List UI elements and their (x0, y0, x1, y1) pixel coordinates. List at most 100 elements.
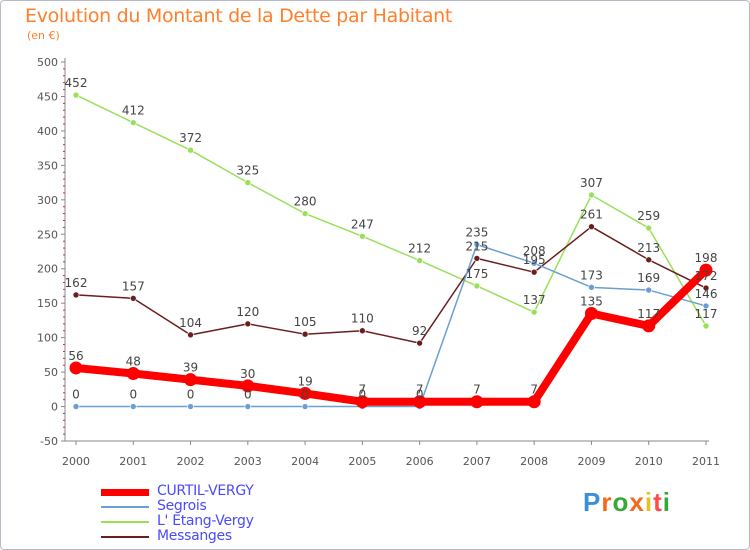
data-label: 259 (637, 209, 660, 223)
data-label: 169 (637, 271, 660, 285)
y-tick-label: 400 (37, 125, 58, 138)
data-point (416, 257, 423, 264)
series-line-2 (75, 94, 707, 327)
data-point (702, 302, 710, 310)
data-label: 452 (65, 76, 88, 90)
data-point (588, 191, 595, 199)
data-point (241, 379, 255, 393)
data-point (244, 403, 252, 410)
data-label: 0 (359, 388, 367, 402)
data-label: 173 (580, 268, 603, 282)
data-point (645, 224, 653, 232)
data-point (184, 373, 198, 387)
data-label: 117 (637, 307, 660, 321)
data-label: 104 (179, 316, 202, 330)
logo-letter: x (629, 487, 645, 517)
y-tick-label: 50 (44, 366, 58, 379)
data-label: 307 (580, 176, 603, 190)
data-point (473, 255, 481, 262)
x-tick-label: 2000 (62, 455, 90, 468)
y-tick-label: 100 (37, 332, 58, 345)
data-label: 261 (580, 208, 603, 222)
legend-label-etang-vergy: L' Etang-Vergy (157, 513, 254, 529)
data-label: 120 (236, 305, 259, 319)
data-label: 0 (187, 388, 195, 402)
data-label: 0 (129, 388, 137, 402)
data-label: 92 (412, 324, 427, 338)
data-point (530, 268, 538, 276)
data-label: 0 (72, 388, 80, 402)
legend-label-curtil-vergy: CURTIL-VERGY (157, 483, 254, 499)
data-point (416, 339, 423, 347)
data-point (355, 395, 369, 409)
data-label: 0 (416, 388, 424, 402)
series-line-3 (75, 225, 707, 344)
data-label: 175 (465, 267, 488, 281)
data-label: 56 (68, 349, 83, 363)
data-label: 105 (294, 315, 317, 329)
data-label: 7 (530, 383, 538, 397)
y-tick-label: -50 (40, 435, 58, 448)
data-point (187, 146, 194, 154)
data-label: 19 (297, 374, 312, 388)
y-tick-label: 250 (37, 228, 58, 241)
data-label: 7 (416, 383, 424, 397)
series-line-1 (75, 243, 707, 408)
data-label: 0 (301, 388, 309, 402)
data-label: 48 (126, 354, 141, 368)
data-point (129, 119, 137, 126)
data-point (588, 223, 595, 230)
data-point (530, 308, 538, 316)
data-point (645, 256, 653, 264)
data-point (359, 327, 366, 335)
data-label: 208 (523, 244, 546, 258)
data-point (72, 291, 80, 299)
data-label: 110 (351, 312, 374, 326)
x-tick-label: 2002 (177, 455, 205, 468)
data-point (301, 210, 309, 217)
legend-label-segrois: Segrois (157, 498, 207, 514)
logo-letter: i (644, 487, 654, 517)
legend-swatch-messanges (101, 536, 149, 538)
data-point (699, 263, 713, 277)
legend-label-messanges: Messanges (157, 528, 232, 544)
x-tick-label: 2008 (520, 455, 548, 468)
x-tick-label: 2004 (291, 455, 319, 468)
data-point (301, 330, 309, 338)
data-label: 7 (473, 383, 481, 397)
data-label: 39 (183, 361, 198, 375)
data-point (473, 282, 481, 290)
data-label: 325 (236, 164, 259, 178)
data-point (187, 403, 194, 410)
y-tick-label: 350 (37, 159, 58, 172)
data-point (72, 403, 80, 410)
data-label: 213 (637, 241, 660, 255)
x-tick-label: 2011 (692, 455, 720, 468)
data-label: 30 (240, 367, 255, 381)
y-tick-label: 0 (51, 401, 58, 414)
logo-letter: o (612, 487, 630, 517)
data-label: 0 (244, 388, 252, 402)
x-tick-label: 2007 (463, 455, 491, 468)
data-point (244, 320, 252, 328)
data-label: 157 (122, 279, 145, 293)
x-tick-label: 2001 (119, 455, 147, 468)
legend-swatch-etang-vergy (101, 521, 149, 523)
data-point (470, 395, 484, 409)
data-label: 135 (580, 295, 603, 309)
y-tick-label: 450 (37, 90, 58, 103)
data-label: 198 (695, 251, 718, 265)
data-point (129, 403, 137, 410)
proxiti-logo: Proxiti (583, 487, 671, 518)
x-tick-label: 2003 (234, 455, 262, 468)
data-point (473, 241, 481, 248)
data-label: 372 (179, 131, 202, 145)
data-label: 412 (122, 104, 145, 118)
data-point (72, 91, 80, 99)
y-tick-label: 200 (37, 263, 58, 276)
data-point (301, 403, 309, 410)
data-label: 117 (695, 307, 718, 321)
data-point (413, 395, 427, 409)
data-point (244, 179, 252, 186)
